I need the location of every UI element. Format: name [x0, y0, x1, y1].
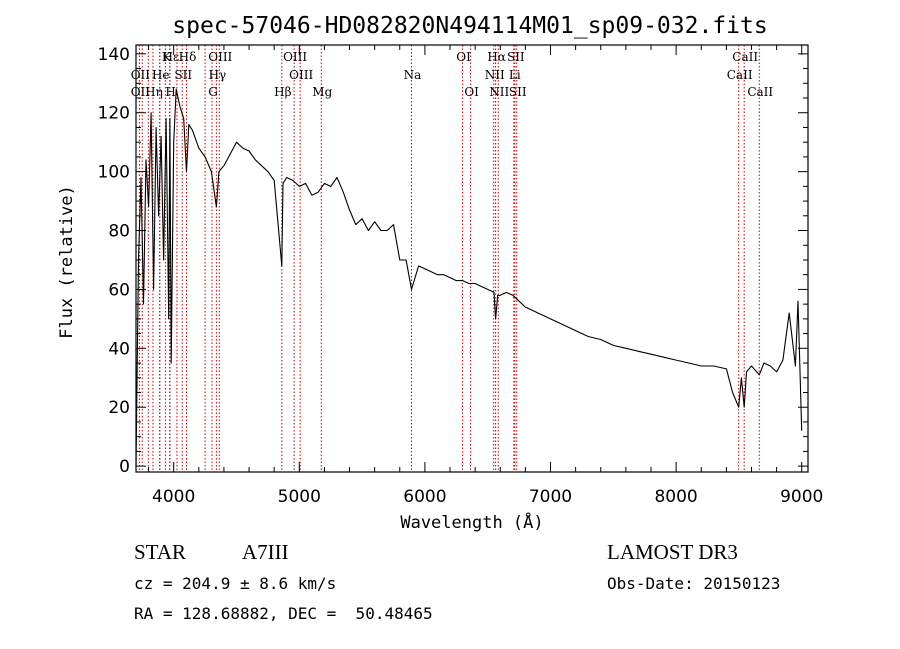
x-tick-label: 7000	[529, 487, 572, 507]
line-marker-label: Hη	[145, 85, 163, 99]
survey-name: LAMOST DR3	[607, 540, 738, 564]
line-marker-label: Mg	[312, 85, 332, 99]
line-marker-label: SII	[507, 50, 525, 64]
y-axis: 0 20 40 60 80 100 120 140	[98, 45, 808, 477]
plot-frame	[135, 44, 809, 473]
line-marker-label: H	[165, 85, 175, 99]
x-axis-label: Wavelength (Å)	[400, 511, 543, 533]
redshift-cz: cz = 204.9 ± 8.6 km/s	[134, 574, 337, 593]
line-marker-label: CaII	[747, 85, 773, 99]
object-subclass: A7III	[242, 540, 289, 564]
line-marker-label: CaII	[732, 50, 758, 64]
x-tick-label: 5000	[278, 487, 321, 507]
obs-date: Obs-Date: 20150123	[607, 574, 781, 593]
line-marker-label: OII	[131, 68, 151, 82]
y-tick-label: 60	[108, 280, 130, 300]
x-axis: 4000 5000 6000 7000 8000 9000	[148, 45, 823, 507]
y-tick-label: 0	[119, 457, 130, 477]
y-tick-label: 20	[108, 398, 130, 418]
chart-title: spec-57046-HD082820N494114M01_sp09-032.f…	[172, 13, 767, 39]
line-marker-label: OIII	[289, 68, 313, 82]
y-tick-label: 100	[98, 163, 130, 183]
line-marker-label: SII	[509, 85, 527, 99]
y-axis-label: Flux (relative)	[57, 185, 77, 339]
y-tick-label: 120	[98, 104, 130, 124]
spectrum-line	[135, 88, 803, 467]
x-tick-label: 6000	[403, 487, 446, 507]
line-marker-label: SII	[174, 68, 192, 82]
x-tick-label: 9000	[780, 487, 823, 507]
line-marker-label: CaII	[727, 68, 753, 82]
x-tick-label: 8000	[654, 487, 697, 507]
line-marker-label: OI	[456, 50, 471, 64]
line-marker-label: He	[152, 68, 170, 82]
line-marker-label: NII	[485, 68, 505, 82]
line-marker-label: Hα	[487, 50, 506, 64]
line-marker-label: Na	[404, 68, 422, 82]
y-tick-label: 80	[108, 222, 130, 242]
x-tick-label: 4000	[152, 487, 195, 507]
y-tick-label: 140	[98, 45, 130, 65]
line-marker-label: Hγ	[209, 68, 227, 82]
line-marker-label: OIII	[208, 50, 232, 64]
line-marker-label: Hβ	[274, 85, 291, 99]
line-marker-label: G	[208, 85, 218, 99]
line-marker-label: Hδ	[179, 50, 197, 64]
line-markers	[138, 45, 760, 472]
line-marker-label: Li	[509, 68, 521, 82]
coordinates: RA = 128.68882, DEC = 50.48465	[134, 604, 433, 623]
object-class: STAR	[134, 540, 186, 564]
line-marker-label: OI	[464, 85, 479, 99]
line-marker-label: Hε	[163, 50, 180, 64]
line-marker-label: OIII	[283, 50, 307, 64]
line-marker-label: K	[162, 50, 172, 64]
y-tick-label: 40	[108, 339, 130, 359]
line-marker-label: NII	[489, 85, 509, 99]
